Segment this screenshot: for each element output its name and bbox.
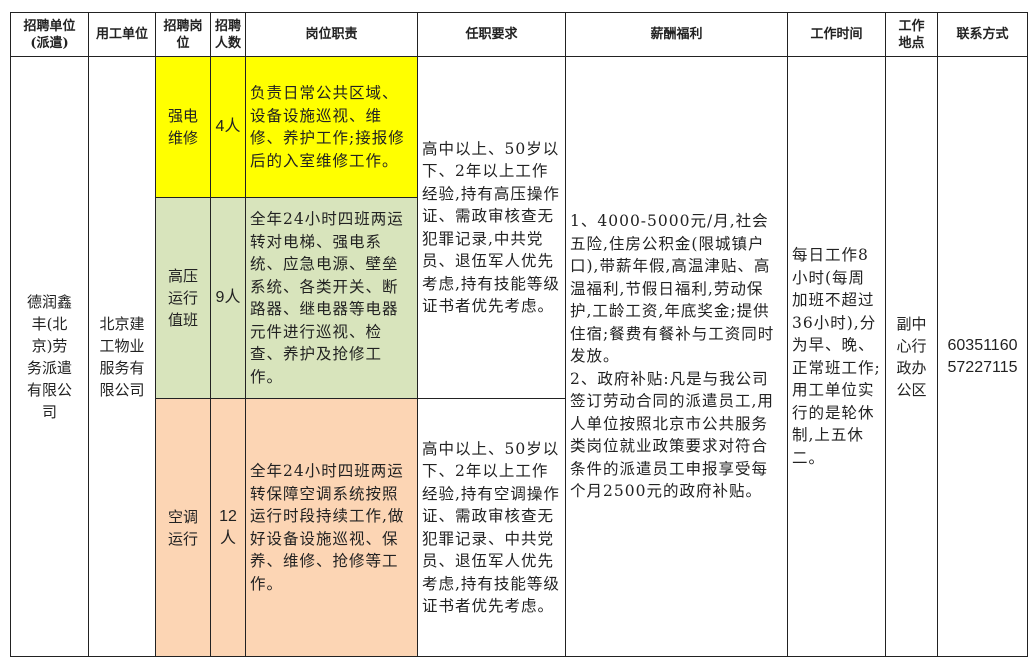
header-benefits: 薪酬福利 xyxy=(565,12,788,57)
count-cell: 9人 xyxy=(210,197,246,399)
header-duties: 岗位职责 xyxy=(245,12,418,57)
header-work-time: 工作时间 xyxy=(787,12,886,57)
recruiter-cell: 德润鑫 丰(北 京)劳 务派遣 有限公 司 xyxy=(10,56,89,657)
position-cell: 空调 运行 xyxy=(155,398,211,657)
table-row: 空调 运行 12 人 全年24小时四班两运转保障空调系统按照运行时段持续工作,做… xyxy=(11,398,1028,657)
duties-cell: 全年24小时四班两运转保障空调系统按照运行时段持续工作,做好设备设施巡视、保养、… xyxy=(245,398,418,657)
duties-cell: 负责日常公共区域、设备设施巡视、维修、养护工作;接报修后的入室维修工作。 xyxy=(245,56,418,198)
duties-cell: 全年24小时四班两运转对电梯、强电系统、应急电源、壁垒系统、各类开关、断路器、继… xyxy=(245,197,418,399)
position-cell: 强电 维修 xyxy=(155,56,211,198)
header-employer: 用工单位 xyxy=(88,12,156,57)
table-row: 高压 运行 值班 9人 全年24小时四班两运转对电梯、强电系统、应急电源、壁垒系… xyxy=(11,197,1028,399)
benefits-cell: 1、4000-5000元/月,社会五险,住房公积金(限城镇户口),带薪年假,高温… xyxy=(565,56,788,657)
header-location: 工作 地点 xyxy=(885,12,938,57)
contact-cell: 60351160 57227115 xyxy=(937,56,1028,657)
header-position: 招聘岗 位 xyxy=(155,12,211,57)
table-row: 德润鑫 丰(北 京)劳 务派遣 有限公 司 北京建 工物业 服务有 限公司 强电… xyxy=(10,56,1028,657)
header-contact: 联系方式 xyxy=(937,12,1028,57)
header-recruiter: 招聘单位 (派遣) xyxy=(10,12,89,57)
header-count: 招聘 人数 xyxy=(210,12,246,57)
header-requirements: 任职要求 xyxy=(417,12,566,57)
requirements-cell: 高中以上、50岁以下、2年以上工作经验,持有空调操作证、需政审核查无犯罪记录、中… xyxy=(417,398,566,657)
count-cell: 4人 xyxy=(210,56,246,198)
requirements-cell: 高中以上、50岁以下、2年以上工作经验,持有高压操作证、需政审核查无犯罪记录,中… xyxy=(417,56,566,399)
recruitment-table: 招聘单位 (派遣) 用工单位 招聘岗 位 招聘 人数 岗位职责 任职要求 薪酬福… xyxy=(10,12,1028,657)
position-cell: 高压 运行 值班 xyxy=(155,197,211,399)
work-time-cell: 每日工作8小时(每周加班不超过36小时),分为早、晚、正常班工作;用工单位实行的… xyxy=(787,56,886,657)
header-row: 招聘单位 (派遣) 用工单位 招聘岗 位 招聘 人数 岗位职责 任职要求 薪酬福… xyxy=(10,12,1028,57)
count-cell: 12 人 xyxy=(210,398,246,657)
employer-cell: 北京建 工物业 服务有 限公司 xyxy=(88,56,156,657)
location-cell: 副中 心行 政办 公区 xyxy=(885,56,938,657)
